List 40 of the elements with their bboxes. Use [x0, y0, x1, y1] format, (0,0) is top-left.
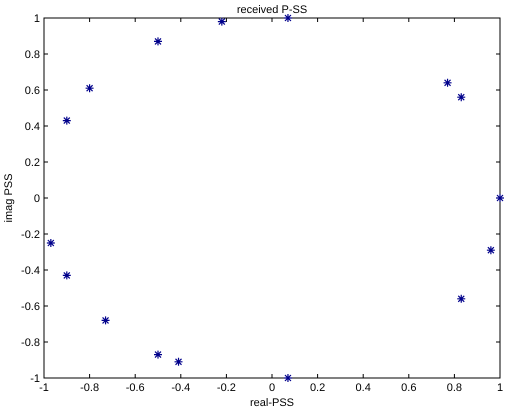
x-tick-label: 0.4 [356, 382, 371, 394]
y-tick-label: 0 [34, 193, 40, 205]
point [283, 373, 293, 383]
point [495, 193, 505, 203]
x-tick-label: -0.6 [126, 382, 145, 394]
point [283, 13, 293, 23]
point [46, 238, 56, 248]
y-tick-label: -1 [30, 373, 40, 385]
x-tick-label: 0.2 [310, 382, 326, 394]
x-tick-label: 0 [268, 382, 276, 394]
y-tick-label: 0.2 [24, 157, 40, 169]
y-tick-label: -0.8 [21, 337, 40, 349]
y-tick-label: 0.6 [24, 85, 40, 97]
point [456, 294, 466, 304]
x-tick-label: 1 [496, 382, 504, 394]
point [456, 92, 466, 102]
point [153, 36, 163, 46]
point [62, 116, 72, 126]
chart-title: received P-SS [236, 4, 308, 16]
y-tick-label: -0.4 [21, 265, 40, 277]
x-axis-title: real-PSS [250, 397, 294, 409]
y-tick-label: -0.2 [21, 229, 40, 241]
y-axis-title: imag PSS [3, 174, 15, 222]
x-tick-label: -0.4 [171, 382, 190, 394]
x-tick-label: 0.8 [446, 382, 462, 394]
point [442, 78, 452, 88]
point [153, 350, 163, 360]
y-tick-label: 0.4 [24, 121, 40, 133]
y-tick-label: -0.6 [21, 301, 40, 313]
point [85, 84, 94, 93]
point [486, 246, 496, 255]
x-tick-label: 0.6 [401, 382, 416, 394]
y-tick-label: 0.8 [24, 49, 40, 61]
x-tick-label: -0.8 [80, 382, 100, 394]
x-tick-label: -0.2 [216, 382, 236, 394]
point [62, 270, 72, 280]
point [100, 316, 110, 325]
point [174, 357, 184, 366]
y-tick-label: 1 [34, 13, 40, 25]
point [217, 17, 226, 26]
